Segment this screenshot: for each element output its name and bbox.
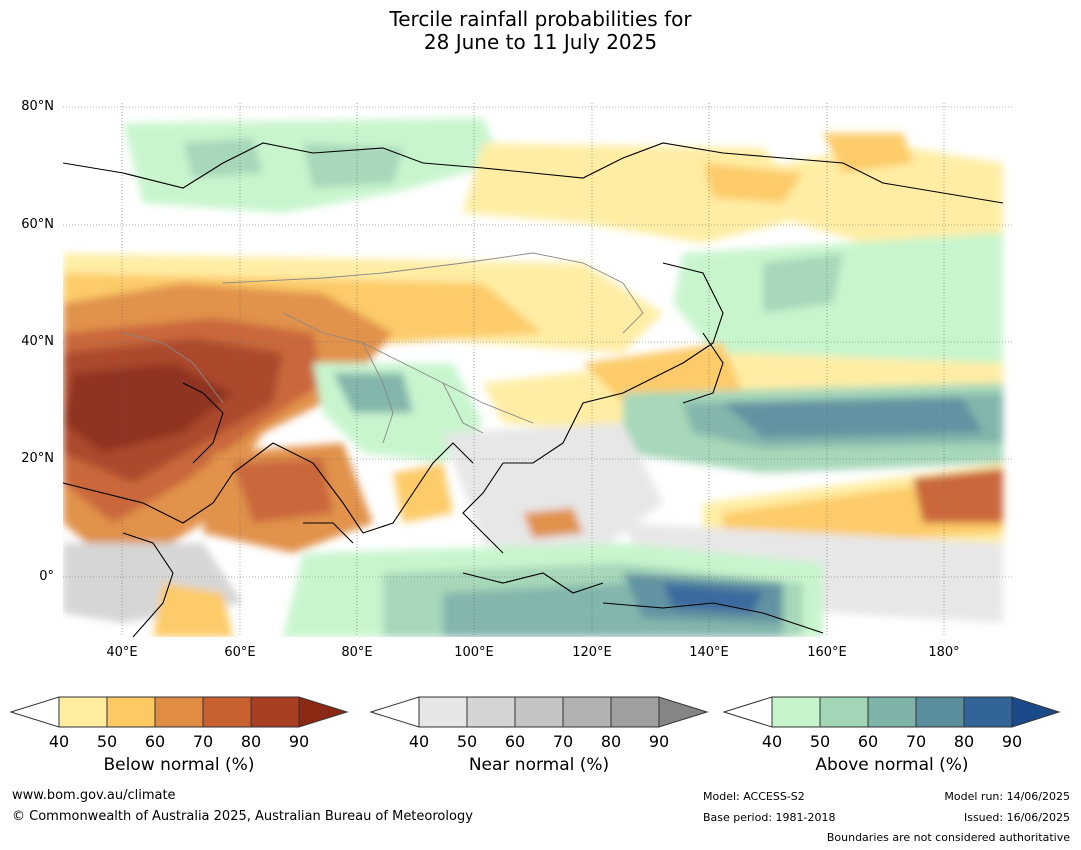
boundaries-disclaimer: Boundaries are not considered authoritat… <box>826 831 1070 844</box>
colorbar-below-segment-6 <box>298 696 349 728</box>
colorbar-below-normal: 40 50 60 70 80 90 Below normal (%) <box>9 695 350 785</box>
lat-label-60n: 60°N <box>21 217 54 232</box>
colorbar-near-segment-3 <box>514 696 564 728</box>
probability-field <box>63 118 1003 637</box>
lat-label-20n: 20°N <box>21 451 54 466</box>
colorbar-above-tick-80: 80 <box>953 732 975 751</box>
lon-label-80e: 80°E <box>341 645 373 660</box>
colorbar-near-tick-50: 50 <box>456 732 478 751</box>
issued-date: Issued: 16/06/2025 <box>963 811 1070 824</box>
colorbar-near-segment-6 <box>658 696 709 728</box>
lon-label-60e: 60°E <box>224 645 256 660</box>
lon-label-160e: 160°E <box>807 645 847 660</box>
model-name: Model: ACCESS-S2 <box>703 790 805 803</box>
colorbar-above-tick-50: 50 <box>809 732 831 751</box>
lon-label-40e: 40°E <box>106 645 138 660</box>
lat-label-80n: 80°N <box>21 99 54 114</box>
colorbar-near-normal: 40 50 60 70 80 90 Near normal (%) <box>369 695 710 785</box>
base-period: Base period: 1981-2018 <box>703 811 836 824</box>
lat-label-0: 0° <box>39 569 54 584</box>
colorbar-near-segment-2 <box>466 696 516 728</box>
colorbar-above-segment-5 <box>963 696 1013 728</box>
lon-label-180: 180° <box>928 645 960 660</box>
website-link[interactable]: www.bom.gov.au/climate <box>12 788 176 803</box>
colorbar-above-normal: 40 50 60 70 80 90 Above normal (%) <box>722 695 1063 785</box>
colorbar-above-tick-70: 70 <box>905 732 927 751</box>
colorbar-below-tick-40: 40 <box>48 732 70 751</box>
lat-label-40n: 40°N <box>21 334 54 349</box>
colorbar-near-normal-swatches <box>369 696 709 728</box>
copyright-notice: © Commonwealth of Australia 2025, Austra… <box>12 809 473 824</box>
colorbar-below-tick-90: 90 <box>288 732 310 751</box>
map-svg <box>63 103 1014 637</box>
colorbar-near-segment-1 <box>418 696 468 728</box>
title-line-1: Tercile rainfall probabilities for <box>389 7 692 31</box>
colorbar-below-segment-3 <box>154 696 204 728</box>
graticule <box>63 103 1014 637</box>
colorbar-below-normal-swatches <box>9 696 349 728</box>
colorbar-near-segment-0 <box>369 696 420 728</box>
colorbar-near-title: Near normal (%) <box>468 755 610 775</box>
colorbar-above-normal-swatches <box>722 696 1061 728</box>
colorbar-above-segment-6 <box>1011 696 1061 728</box>
lon-label-140e: 140°E <box>689 645 729 660</box>
colorbar-above-segment-3 <box>867 696 917 728</box>
colorbar-above-segment-0 <box>722 696 773 728</box>
colorbar-below-segment-4 <box>202 696 252 728</box>
colorbar-above-segment-4 <box>915 696 965 728</box>
colorbar-below-tick-70: 70 <box>192 732 214 751</box>
title-line-2: 28 June to 11 July 2025 <box>423 30 658 54</box>
colorbar-above-title: Above normal (%) <box>815 755 969 775</box>
country-boundaries <box>122 252 644 444</box>
colorbar-near-segment-5 <box>610 696 660 728</box>
colorbar-below-tick-60: 60 <box>144 732 166 751</box>
colorbar-above-tick-60: 60 <box>857 732 879 751</box>
colorbar-below-tick-50: 50 <box>96 732 118 751</box>
colorbar-below-title: Below normal (%) <box>103 755 255 775</box>
colorbar-below-segment-0 <box>9 696 60 728</box>
colorbar-near-tick-60: 60 <box>504 732 526 751</box>
colorbar-above-segment-2 <box>819 696 869 728</box>
chart-title: Tercile rainfall probabilities for 28 Ju… <box>0 8 1081 54</box>
colorbar-above-segment-1 <box>771 696 821 728</box>
colorbar-below-segment-2 <box>106 696 156 728</box>
lon-label-100e: 100°E <box>454 645 494 660</box>
colorbar-above-tick-90: 90 <box>1001 732 1023 751</box>
colorbar-near-tick-90: 90 <box>648 732 670 751</box>
colorbar-below-segment-1 <box>58 696 108 728</box>
colorbar-near-tick-70: 70 <box>552 732 574 751</box>
colorbar-below-tick-80: 80 <box>240 732 262 751</box>
colorbar-near-tick-80: 80 <box>600 732 622 751</box>
colorbar-above-tick-40: 40 <box>761 732 783 751</box>
colorbar-below-segment-5 <box>250 696 300 728</box>
model-run-date: Model run: 14/06/2025 <box>944 790 1070 803</box>
coastlines <box>63 142 1004 637</box>
rainfall-probability-map <box>63 103 1014 637</box>
colorbar-near-tick-40: 40 <box>408 732 430 751</box>
colorbar-near-segment-4 <box>562 696 612 728</box>
lon-label-120e: 120°E <box>572 645 612 660</box>
